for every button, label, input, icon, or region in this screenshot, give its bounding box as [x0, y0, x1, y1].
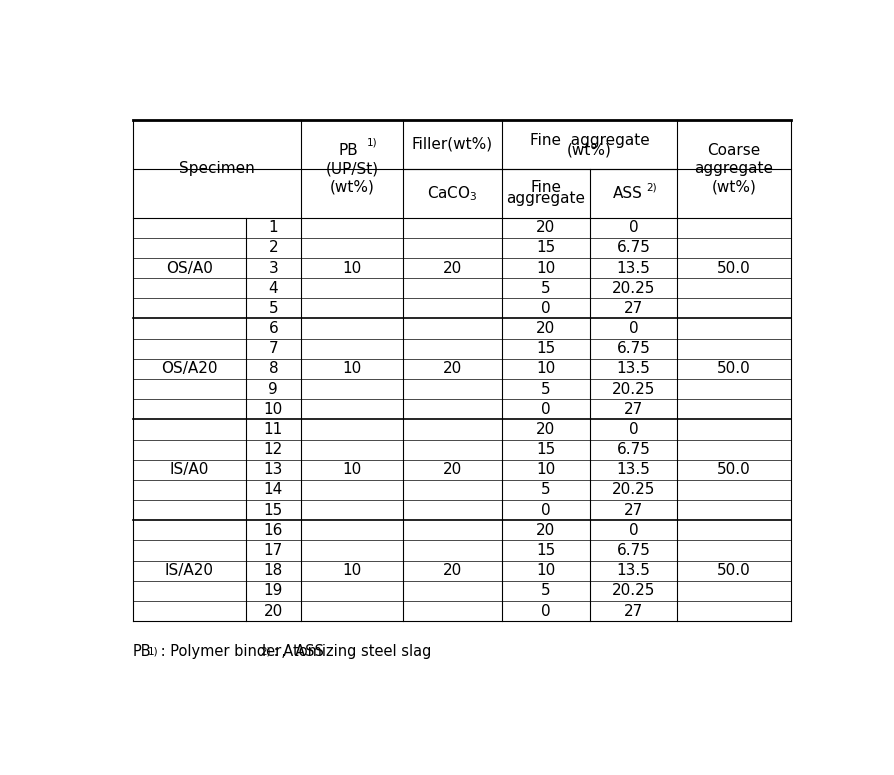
Text: 18: 18	[264, 563, 283, 578]
Text: ASS: ASS	[613, 186, 643, 201]
Text: 0: 0	[628, 422, 638, 437]
Text: (UP/St): (UP/St)	[325, 161, 378, 176]
Text: (wt%): (wt%)	[330, 180, 375, 195]
Text: 2): 2)	[646, 182, 656, 192]
Text: 10: 10	[536, 563, 555, 578]
Text: IS/A0: IS/A0	[170, 463, 209, 477]
Text: 3: 3	[268, 260, 278, 276]
Text: 10: 10	[536, 463, 555, 477]
Text: 20: 20	[443, 463, 462, 477]
Text: 20: 20	[443, 563, 462, 578]
Text: 13.5: 13.5	[617, 260, 651, 276]
Text: 0: 0	[628, 321, 638, 336]
Text: 4: 4	[268, 281, 278, 296]
Text: OS/A20: OS/A20	[161, 361, 217, 377]
Text: Fine  aggregate: Fine aggregate	[530, 133, 650, 147]
Text: 5: 5	[541, 381, 551, 397]
Text: 16: 16	[264, 523, 283, 538]
Text: 1): 1)	[367, 138, 378, 148]
Text: Filler(wt%): Filler(wt%)	[412, 137, 493, 152]
Text: 20: 20	[443, 361, 462, 377]
Text: PB: PB	[339, 143, 358, 157]
Text: 1: 1	[268, 220, 278, 235]
Text: 50.0: 50.0	[717, 563, 751, 578]
Text: 14: 14	[264, 483, 283, 498]
Text: OS/A0: OS/A0	[165, 260, 213, 276]
Text: 13: 13	[264, 463, 283, 477]
Text: 0: 0	[628, 220, 638, 235]
Text: 27: 27	[624, 604, 643, 618]
Text: 7: 7	[268, 341, 278, 356]
Text: 20: 20	[264, 604, 283, 618]
Text: 2: 2	[268, 240, 278, 256]
Text: 20: 20	[536, 220, 555, 235]
Text: 6.75: 6.75	[617, 442, 651, 457]
Text: 50.0: 50.0	[717, 260, 751, 276]
Text: Specimen: Specimen	[179, 161, 255, 176]
Text: 20: 20	[536, 523, 555, 538]
Text: 15: 15	[264, 503, 283, 518]
Text: 5: 5	[541, 281, 551, 296]
Text: 0: 0	[541, 301, 551, 316]
Text: 15: 15	[536, 543, 555, 558]
Text: 17: 17	[264, 543, 283, 558]
Text: aggregate: aggregate	[506, 191, 586, 206]
Text: 15: 15	[536, 240, 555, 256]
Text: 5: 5	[541, 584, 551, 598]
Text: 27: 27	[624, 503, 643, 518]
Text: aggregate: aggregate	[695, 161, 773, 176]
Text: 1): 1)	[148, 647, 158, 656]
Text: 10: 10	[264, 401, 283, 417]
Text: 50.0: 50.0	[717, 463, 751, 477]
Text: 10: 10	[342, 361, 361, 377]
Text: 20: 20	[536, 321, 555, 336]
Text: (wt%): (wt%)	[567, 142, 612, 157]
Text: 0: 0	[541, 503, 551, 518]
Text: 20: 20	[536, 422, 555, 437]
Text: 6.75: 6.75	[617, 341, 651, 356]
Text: 10: 10	[342, 463, 361, 477]
Text: 13.5: 13.5	[617, 563, 651, 578]
Text: 13.5: 13.5	[617, 361, 651, 377]
Text: 20.25: 20.25	[611, 483, 655, 498]
Text: 8: 8	[268, 361, 278, 377]
Text: 15: 15	[536, 341, 555, 356]
Text: 5: 5	[268, 301, 278, 316]
Text: 11: 11	[264, 422, 283, 437]
Text: 20.25: 20.25	[611, 281, 655, 296]
Text: 2): 2)	[261, 647, 272, 656]
Text: 15: 15	[536, 442, 555, 457]
Text: (wt%): (wt%)	[712, 180, 756, 195]
Text: 6.75: 6.75	[617, 543, 651, 558]
Text: PB: PB	[132, 644, 151, 659]
Text: : Atomizing steel slag: : Atomizing steel slag	[269, 644, 432, 659]
Text: 5: 5	[541, 483, 551, 498]
Text: 10: 10	[342, 260, 361, 276]
Text: 10: 10	[536, 260, 555, 276]
Text: 6.75: 6.75	[617, 240, 651, 256]
Text: : Polymer binder,  ASS: : Polymer binder, ASS	[156, 644, 324, 659]
Text: 20: 20	[443, 260, 462, 276]
Text: 13.5: 13.5	[617, 463, 651, 477]
Text: 27: 27	[624, 301, 643, 316]
Text: 12: 12	[264, 442, 283, 457]
Text: 6: 6	[268, 321, 278, 336]
Text: 0: 0	[628, 523, 638, 538]
Text: Coarse: Coarse	[707, 143, 761, 157]
Text: 20.25: 20.25	[611, 584, 655, 598]
Text: 27: 27	[624, 401, 643, 417]
Text: CaCO$_3$: CaCO$_3$	[427, 184, 477, 202]
Text: 0: 0	[541, 604, 551, 618]
Text: IS/A20: IS/A20	[164, 563, 214, 578]
Text: 50.0: 50.0	[717, 361, 751, 377]
Text: 9: 9	[268, 381, 278, 397]
Text: 19: 19	[264, 584, 283, 598]
Text: Fine: Fine	[530, 181, 561, 195]
Text: 10: 10	[536, 361, 555, 377]
Text: 0: 0	[541, 401, 551, 417]
Text: 20.25: 20.25	[611, 381, 655, 397]
Text: 10: 10	[342, 563, 361, 578]
